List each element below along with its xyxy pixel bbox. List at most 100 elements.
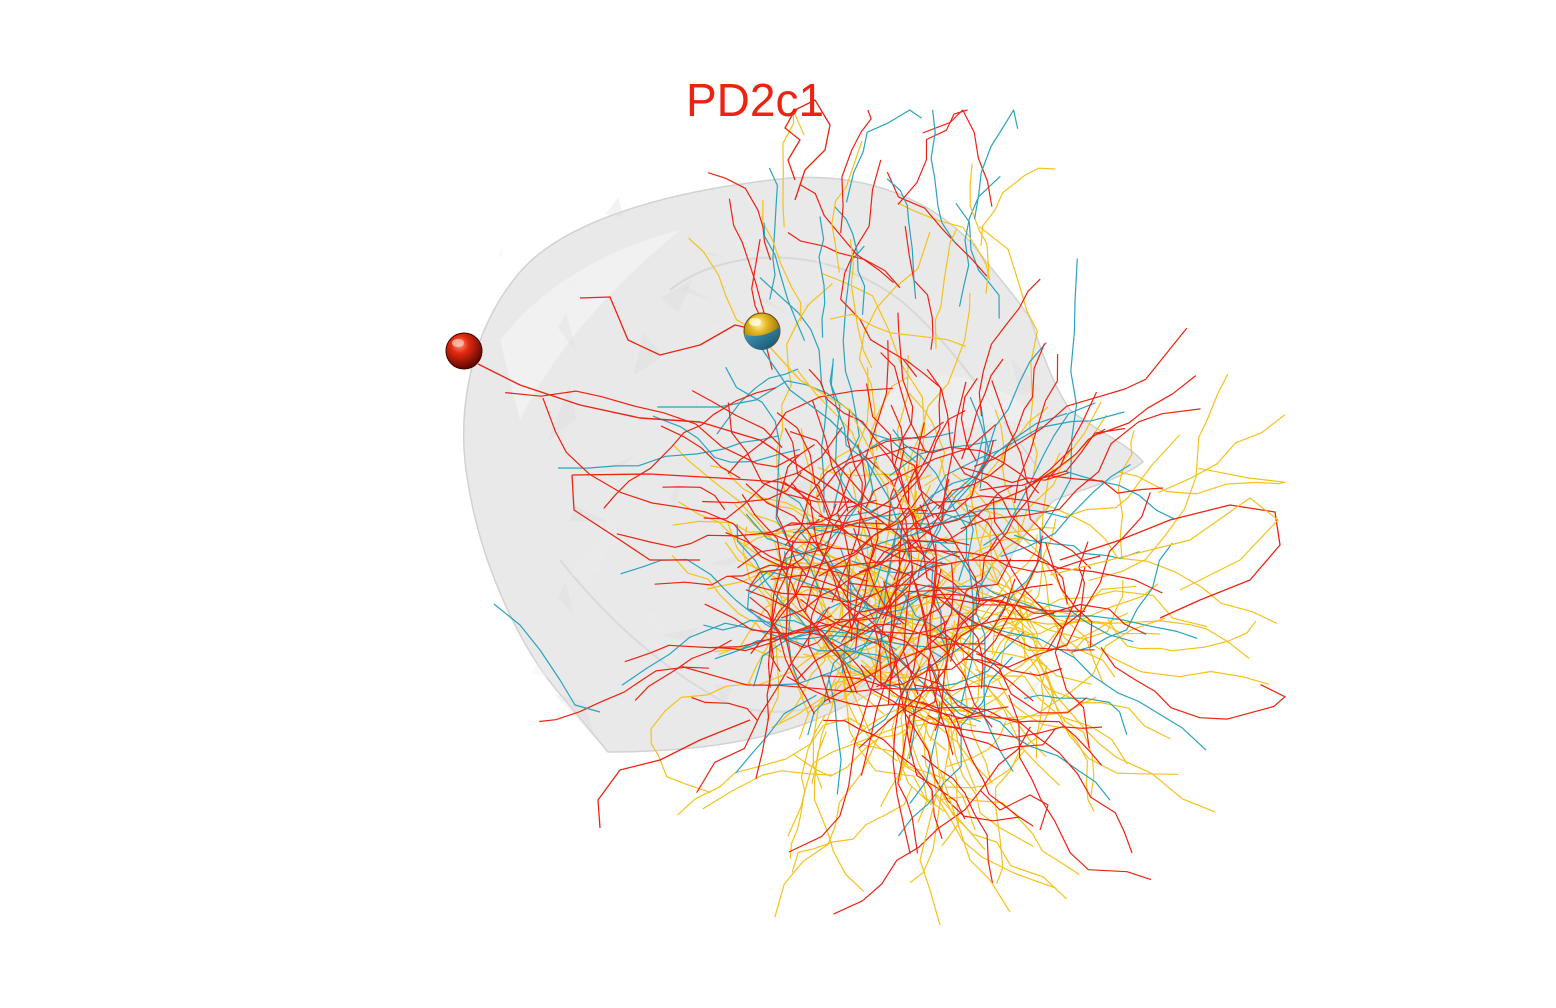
red-neurite (737, 547, 830, 569)
mesh-facet (916, 453, 936, 488)
yellow-neurite (1002, 617, 1165, 727)
red-neurite (968, 509, 1065, 630)
red-neurite (571, 473, 821, 501)
mesh-facet (502, 457, 545, 464)
mesh-facet (610, 659, 652, 663)
red-neurite (834, 410, 966, 528)
yellow-neurite (945, 497, 1072, 612)
yellow-neurite (677, 500, 842, 576)
red-neurite (960, 408, 1201, 530)
red-neurite (811, 400, 849, 512)
mesh-facet (604, 443, 622, 482)
red-neurite (597, 719, 751, 829)
mesh-facet (959, 541, 975, 567)
yellow-neurite (747, 569, 803, 686)
yellow-neurite (908, 392, 946, 487)
yellow-neurite (702, 770, 832, 810)
red-neurite (876, 563, 955, 688)
cyan-neurite (493, 603, 601, 713)
red-neurite (840, 159, 918, 378)
red-neurite (729, 575, 876, 603)
yellow-neurite (960, 661, 1047, 757)
mesh-facet (602, 517, 618, 545)
cyan-neurite (934, 538, 1198, 639)
cyan-neurite (1063, 470, 1176, 520)
yellow-neurite (793, 721, 934, 777)
yellow-neurite (1065, 618, 1250, 659)
red-neurite (788, 624, 881, 853)
red-neurite (1054, 566, 1090, 749)
mesh-facet (535, 285, 567, 302)
red-neurite (847, 558, 1012, 590)
red-neurite (1100, 647, 1286, 720)
mesh-facet (594, 454, 637, 472)
cyan-neurite (974, 109, 1019, 219)
red-neurite (979, 475, 1164, 494)
mesh-facet (764, 297, 787, 314)
yellow-neurite (908, 484, 932, 585)
red-neurite (725, 505, 911, 570)
cyan-neurite (910, 342, 1047, 537)
mesh-facet (554, 693, 596, 739)
red-neurite (853, 527, 905, 625)
red-neurite (870, 543, 1101, 573)
cyan-neurite (899, 514, 981, 525)
red-neurite (834, 618, 954, 756)
mesh-facet (670, 481, 680, 507)
red-neurite (691, 390, 783, 449)
red-neurite (926, 368, 1041, 545)
red-neurite (691, 696, 758, 722)
red-neurite (865, 383, 948, 544)
cyan-neurite (931, 558, 949, 652)
red-neurite (800, 184, 894, 284)
red-neurite (579, 296, 763, 356)
cyan-neurite (759, 277, 828, 513)
yellow-neurite (869, 691, 993, 784)
red-neurite (881, 559, 1163, 620)
mesh-facet (701, 315, 735, 329)
yellow-neurite (969, 163, 990, 294)
cyan-neurite (998, 528, 1042, 618)
cyan-neurite (960, 501, 974, 706)
red-neurite (921, 754, 994, 884)
mesh-facet (593, 399, 610, 417)
mesh-facet (633, 333, 664, 376)
red-neurite (727, 402, 856, 503)
red-neurite (703, 426, 843, 520)
red-neurite (749, 522, 885, 588)
mesh-inner-fold-2 (559, 559, 921, 713)
yellow-neurite (782, 109, 805, 228)
red-neurite (904, 666, 966, 820)
yellow-neurite (1014, 633, 1095, 797)
red-neurite (696, 606, 830, 794)
yellow-neurite (941, 526, 1056, 541)
red-neurite (873, 439, 994, 568)
cyan-neurite (1035, 601, 1134, 643)
yellow-neurite (840, 494, 885, 715)
red-neurite (741, 493, 858, 694)
yellow-neurite (806, 505, 1050, 598)
red-neurite (1045, 542, 1093, 648)
cyan-neurite (716, 368, 799, 435)
red-neurite (970, 427, 1125, 561)
cyan-neurite (827, 674, 842, 795)
yellow-neurite (829, 313, 967, 347)
red-neurite (890, 624, 1088, 714)
yellow-neurite (1034, 655, 1179, 775)
mesh-facet (957, 326, 1013, 331)
mesh-facet (832, 653, 836, 681)
red-neurite (934, 512, 981, 603)
red-neurite (505, 390, 799, 468)
red-neurite (864, 423, 997, 509)
cyan-neurite (741, 632, 883, 664)
red-neurite (1046, 492, 1151, 652)
yellow-neurite (951, 624, 992, 783)
cyan-neurite (725, 366, 822, 595)
yellow-neurite (1063, 434, 1180, 519)
red-neurite (728, 198, 770, 329)
mesh-facet (681, 286, 712, 301)
red-neurite (978, 278, 1041, 417)
cyan-neurite (1000, 463, 1131, 558)
red-neurite (704, 589, 941, 635)
yellow-neurite (909, 657, 993, 883)
